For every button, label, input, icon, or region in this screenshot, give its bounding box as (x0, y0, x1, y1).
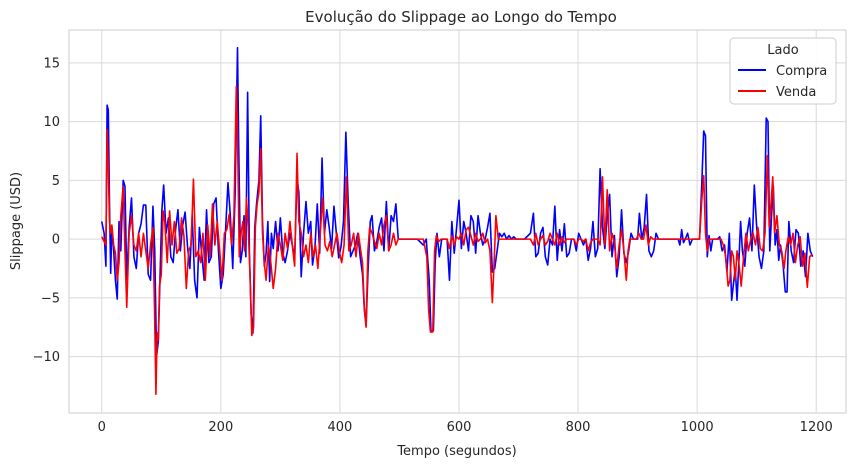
series-line-venda (101, 85, 813, 396)
y-tick-label: 0 (52, 233, 60, 248)
y-tick-label: −10 (33, 350, 60, 365)
x-tick-label: 1000 (681, 420, 714, 435)
series-layer (100, 46, 814, 396)
y-axis-label: Slippage (USD) (9, 172, 24, 270)
x-tick-label: 1200 (800, 420, 833, 435)
y-tick-label: 5 (52, 174, 60, 189)
x-tick-label: 800 (566, 420, 591, 435)
chart-title: Evolução do Slippage ao Longo do Tempo (305, 8, 617, 26)
legend-label-venda: Venda (776, 85, 816, 100)
y-tick-label: −5 (41, 291, 60, 306)
x-tick-label: 600 (447, 420, 472, 435)
y-tick-label: 15 (43, 56, 60, 71)
legend-box (729, 37, 837, 105)
x-tick-label: 400 (327, 420, 352, 435)
legend-label-compra: Compra (776, 64, 827, 79)
legend: Lado Compra Venda (729, 37, 837, 105)
x-tick-label: 200 (208, 420, 233, 435)
legend-title: Lado (767, 43, 798, 58)
x-axis-label: Tempo (segundos) (396, 444, 516, 459)
x-tick-label: 0 (98, 420, 106, 435)
tick-labels: 0 200 400 600 800 1000 1200 −10 −5 0 5 10 15 (33, 56, 833, 435)
series-line-compra (100, 46, 814, 358)
y-tick-label: 10 (43, 115, 60, 130)
